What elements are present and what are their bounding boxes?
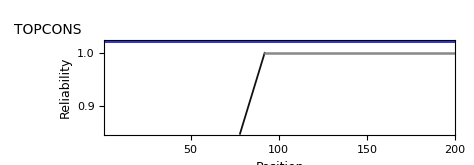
Text: TOPCONS: TOPCONS bbox=[14, 23, 82, 37]
Y-axis label: Reliability: Reliability bbox=[58, 57, 71, 118]
X-axis label: Position: Position bbox=[255, 161, 304, 165]
